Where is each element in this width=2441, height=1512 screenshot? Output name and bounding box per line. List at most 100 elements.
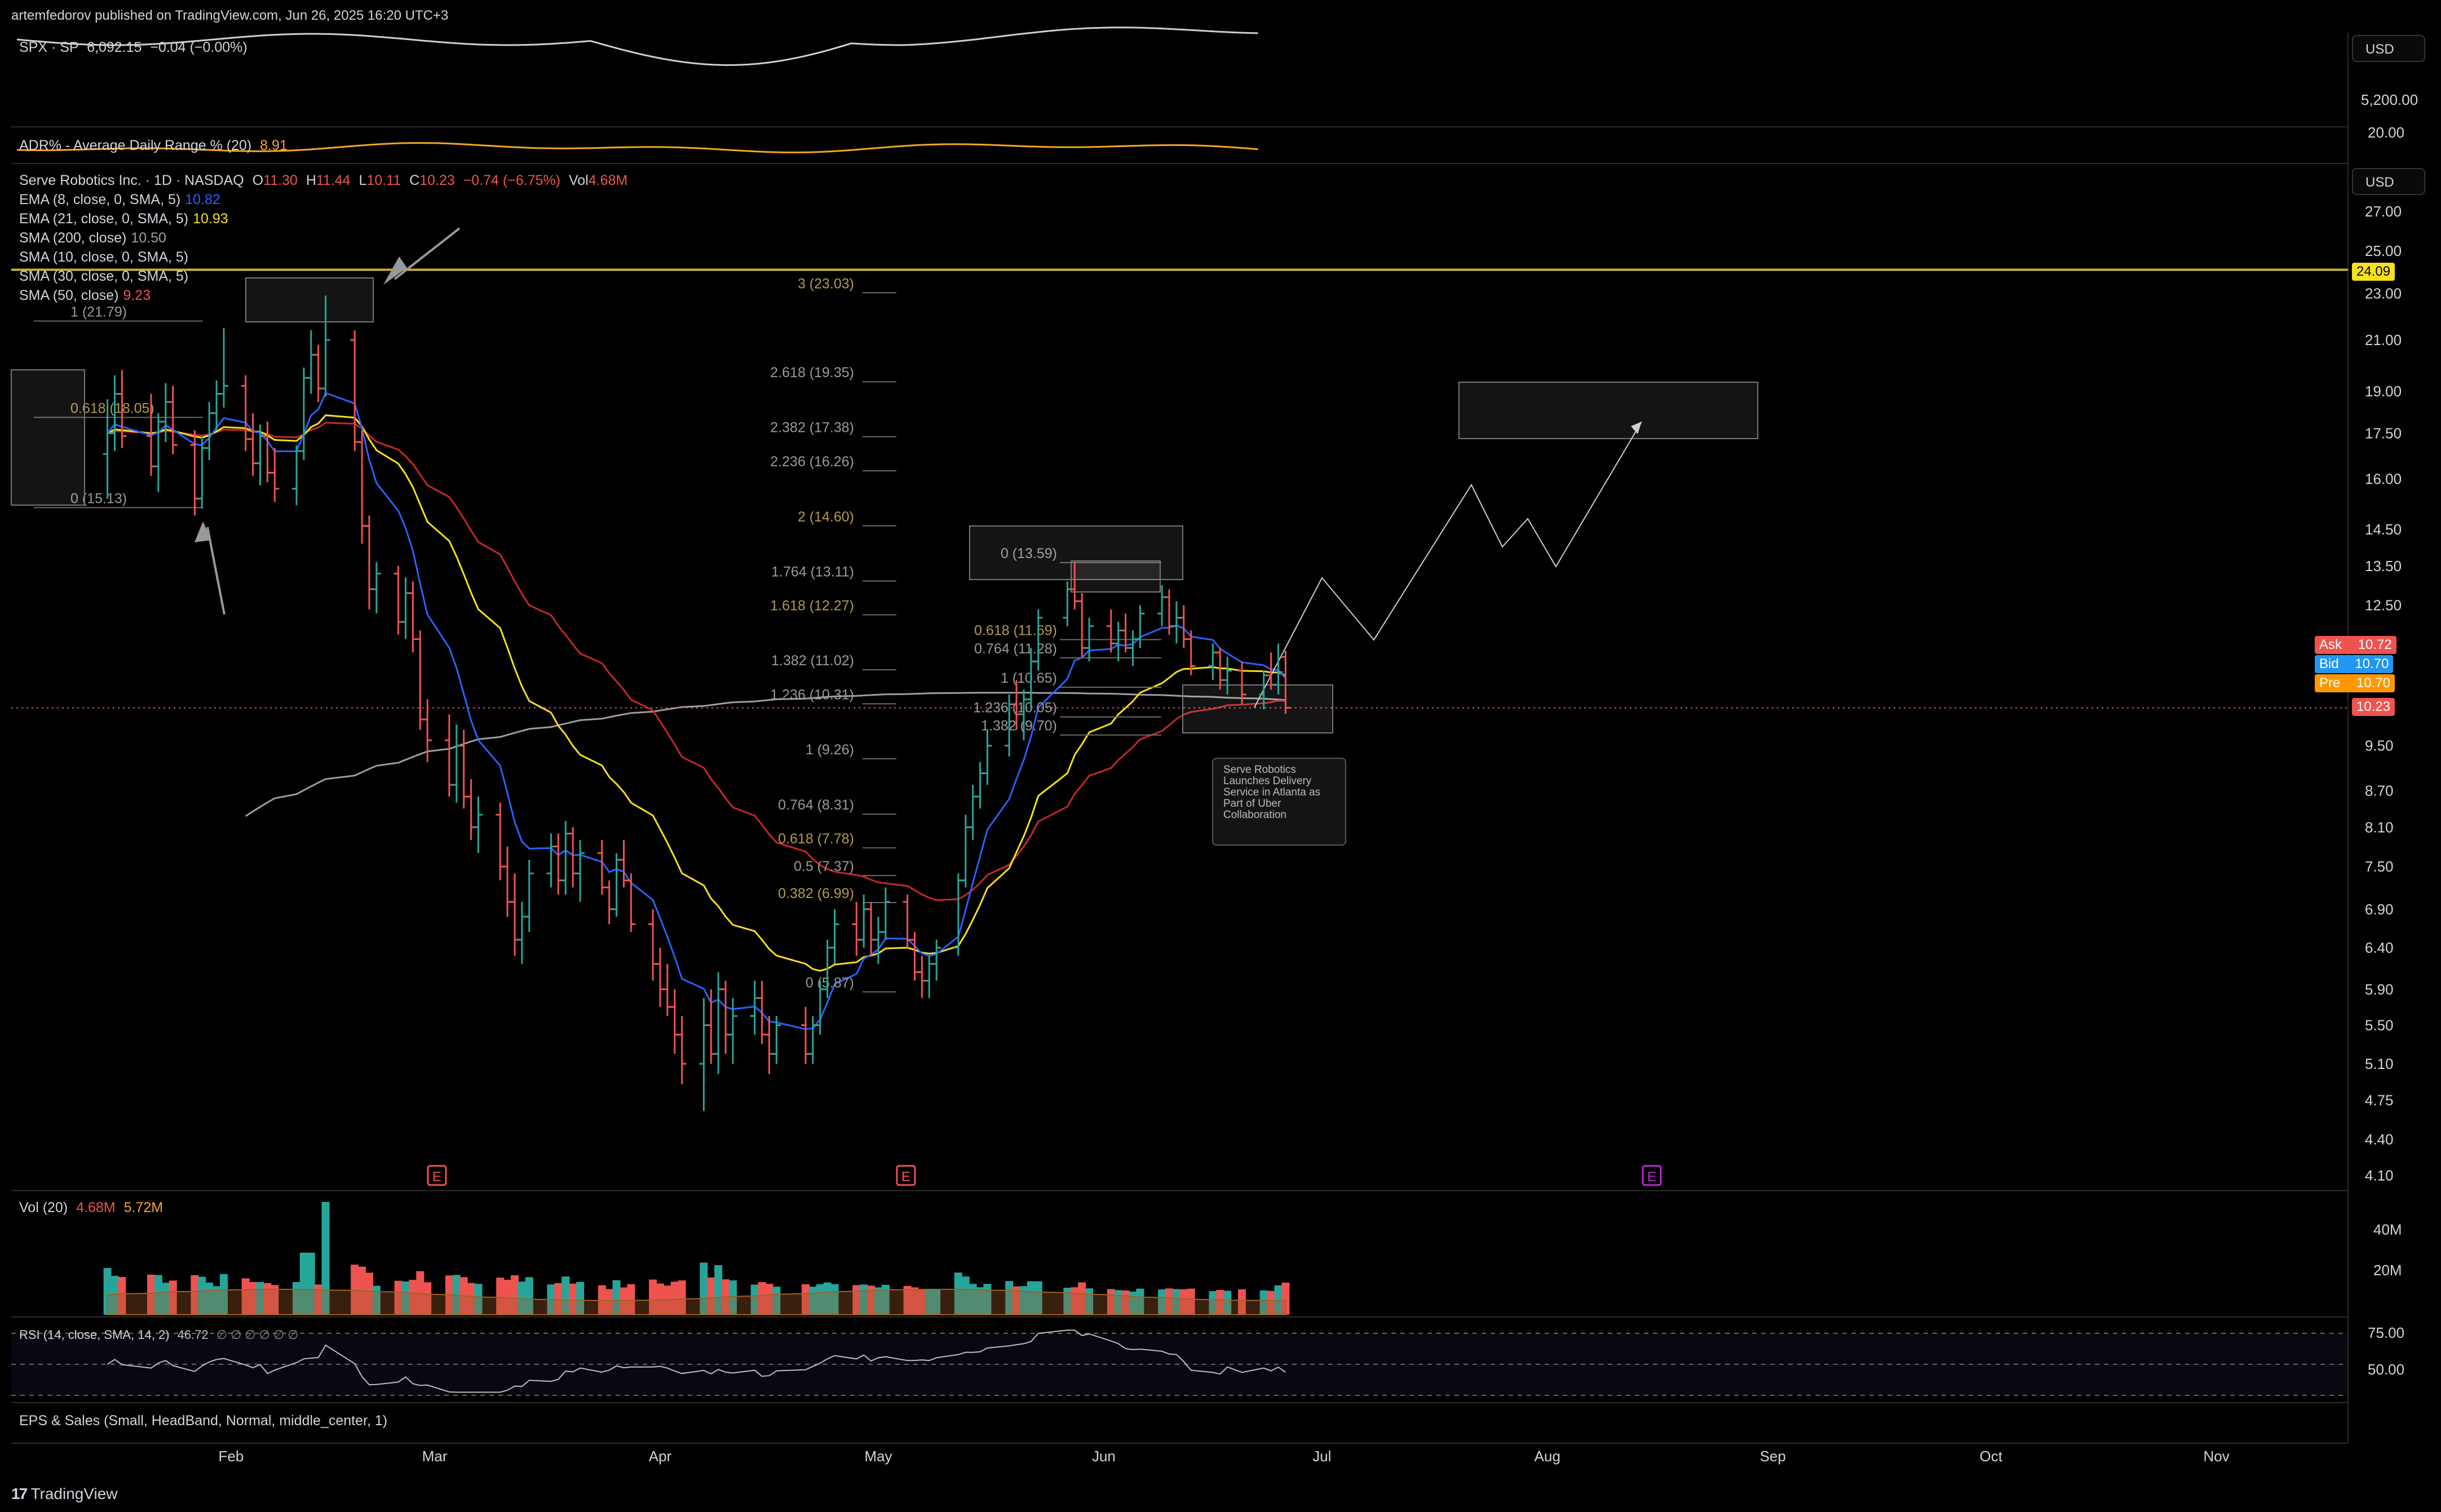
time-axis[interactable]: Feb Mar Apr May Jun Jul Aug Sep Oct Nov — [218, 1448, 2229, 1465]
candle — [699, 998, 709, 1111]
ask-value: 10.72 — [2358, 637, 2392, 652]
fib-level-label: 0 (5.87) — [806, 975, 854, 991]
tradingview-logo[interactable]: 17 TradingView — [11, 1485, 118, 1503]
fib-level-label: 0.382 (6.99) — [778, 886, 854, 901]
candle — [452, 724, 461, 803]
indicator-legend-list[interactable]: EMA (8, close, 0, SMA, 5) 10.82 EMA (21, c… — [19, 192, 228, 307]
volume-bar — [467, 1283, 475, 1315]
indicator-legend-row[interactable]: SMA (10, close, 0, SMA, 5) — [19, 249, 228, 268]
volume-bar — [598, 1285, 606, 1315]
candle — [874, 916, 883, 964]
time-axis-label: Oct — [1979, 1448, 2002, 1465]
volume-bar — [1114, 1290, 1122, 1315]
volume-bar — [569, 1283, 577, 1315]
spx-currency-button[interactable]: USD — [2352, 35, 2425, 62]
candle — [568, 827, 578, 888]
adr-legend[interactable]: ADR% - Average Daily Range % (20) 8.91 — [19, 138, 288, 154]
volume-axis-label: 20M — [2373, 1262, 2402, 1279]
candle — [474, 796, 483, 854]
price-axis-label: 17.50 — [2365, 425, 2402, 441]
fib-center-levels[interactable]: 3 (23.03) 2.618 (19.35) 2.382 (17.38) 2.236… — [770, 276, 896, 993]
volume-bar — [307, 1253, 315, 1315]
indicator-legend-row[interactable]: EMA (21, close, 0, SMA, 5) 10.93 — [19, 211, 228, 230]
volume-bar — [293, 1282, 300, 1315]
indicator-legend-row[interactable]: SMA (30, close, 0, SMA, 5) — [19, 268, 228, 288]
indicator-legend-row[interactable]: EMA (8, close, 0, SMA, 5) 10.82 — [19, 192, 228, 211]
volume-bar — [220, 1274, 228, 1315]
candle — [408, 581, 418, 653]
volume-bar — [707, 1277, 715, 1315]
indicator-value: 10.93 — [193, 211, 228, 227]
main-legend[interactable]: Serve Robotics Inc. · 1D · NASDAQ O11.30… — [19, 173, 627, 189]
rsi-legend[interactable]: RSI (14, close, SMA, 14, 2) 46.72 ∅ ∅ ∅ … — [19, 1328, 298, 1342]
earnings-marker-box — [896, 1165, 916, 1186]
candle — [372, 562, 381, 614]
volume-bar — [714, 1265, 723, 1315]
price-axis-label: 5.50 — [2365, 1016, 2394, 1033]
publisher-line: artemfedorov published on TradingView.co… — [11, 8, 449, 23]
volume-bar — [1005, 1281, 1014, 1315]
volume-bar — [976, 1287, 984, 1315]
volume-bar — [503, 1280, 512, 1315]
adr-line — [16, 142, 1258, 153]
indicator-label: EMA (21, close, 0, SMA, 5) — [19, 211, 189, 227]
time-axis-label: Aug — [1535, 1448, 1560, 1465]
fib-right-levels[interactable]: 0 (13.59) 0.618 (11.69) 0.764 (11.28) 1 (10… — [973, 546, 1161, 736]
volume-bar — [612, 1280, 621, 1315]
volume-bar — [867, 1285, 875, 1315]
candle — [503, 846, 512, 917]
candle — [1273, 643, 1283, 695]
volume-bar — [881, 1285, 890, 1315]
price-axis-label: 21.00 — [2365, 331, 2402, 348]
volume-legend[interactable]: Vol (20) 4.68M 5.72M — [19, 1200, 163, 1216]
ema21-line — [107, 414, 1286, 972]
projection-path[interactable] — [1254, 421, 1642, 708]
candle — [393, 565, 403, 635]
time-axis-label: Mar — [422, 1448, 448, 1465]
fib-level-label: 0.764 (8.31) — [778, 797, 854, 813]
candle — [248, 413, 258, 476]
volume-bar — [1267, 1290, 1275, 1315]
indicator-legend-row[interactable]: SMA (50, close) 9.23 — [19, 288, 228, 307]
arrow-drawings[interactable] — [194, 227, 461, 615]
volume-bar — [969, 1284, 977, 1315]
volume-bar — [1158, 1289, 1166, 1315]
fib-level-label: 1.236 (10.31) — [770, 687, 854, 702]
ema8-line — [107, 392, 1286, 1031]
fib-level-label: 2 (14.60) — [798, 509, 854, 525]
volume-bar — [191, 1275, 199, 1315]
time-axis-label: Jun — [1092, 1448, 1116, 1465]
candle — [1186, 630, 1196, 675]
last-price-tag: 10.23 — [2352, 698, 2395, 716]
spx-legend[interactable]: SPX · SP 6,092.15 −0.04 (−0.00%) — [19, 39, 247, 56]
price-axis-label: 8.10 — [2365, 819, 2394, 835]
volume-bar — [852, 1285, 861, 1315]
arrow-down-line — [393, 227, 461, 280]
news-callout[interactable]: Serve Robotics Launches Delivery Service… — [1212, 758, 1346, 846]
fib-level-label: 1 (9.26) — [806, 742, 854, 758]
price-axis-label: 12.50 — [2365, 597, 2402, 614]
indicator-label: SMA (200, close) — [19, 230, 127, 246]
ema8-path — [107, 392, 1286, 1031]
volume-bar — [1136, 1288, 1144, 1315]
eps-legend[interactable]: EPS & Sales (Small, HeadBand, Normal, mi… — [19, 1413, 387, 1429]
candle — [401, 577, 410, 639]
volume-bar — [772, 1286, 781, 1315]
volume-bar — [321, 1202, 330, 1315]
indicator-legend-row[interactable]: SMA (200, close) 10.50 — [19, 230, 228, 249]
candlestick-series[interactable] — [103, 295, 1290, 1111]
volume-bar — [365, 1272, 373, 1315]
volume-bar — [670, 1281, 679, 1315]
volume-bar — [147, 1274, 155, 1315]
candle — [153, 413, 163, 492]
bid-label: Bid — [2319, 656, 2339, 671]
candle — [772, 1016, 781, 1064]
main-currency-button[interactable]: USD — [2352, 168, 2425, 195]
volume-bar — [161, 1283, 170, 1315]
candle — [830, 909, 839, 964]
price-axis[interactable]: 27.00 25.00 23.00 21.00 19.00 17.50 16.00 14.50… — [2365, 203, 2402, 1184]
candle — [1033, 609, 1043, 671]
rectangle-drawings[interactable] — [11, 277, 1758, 733]
